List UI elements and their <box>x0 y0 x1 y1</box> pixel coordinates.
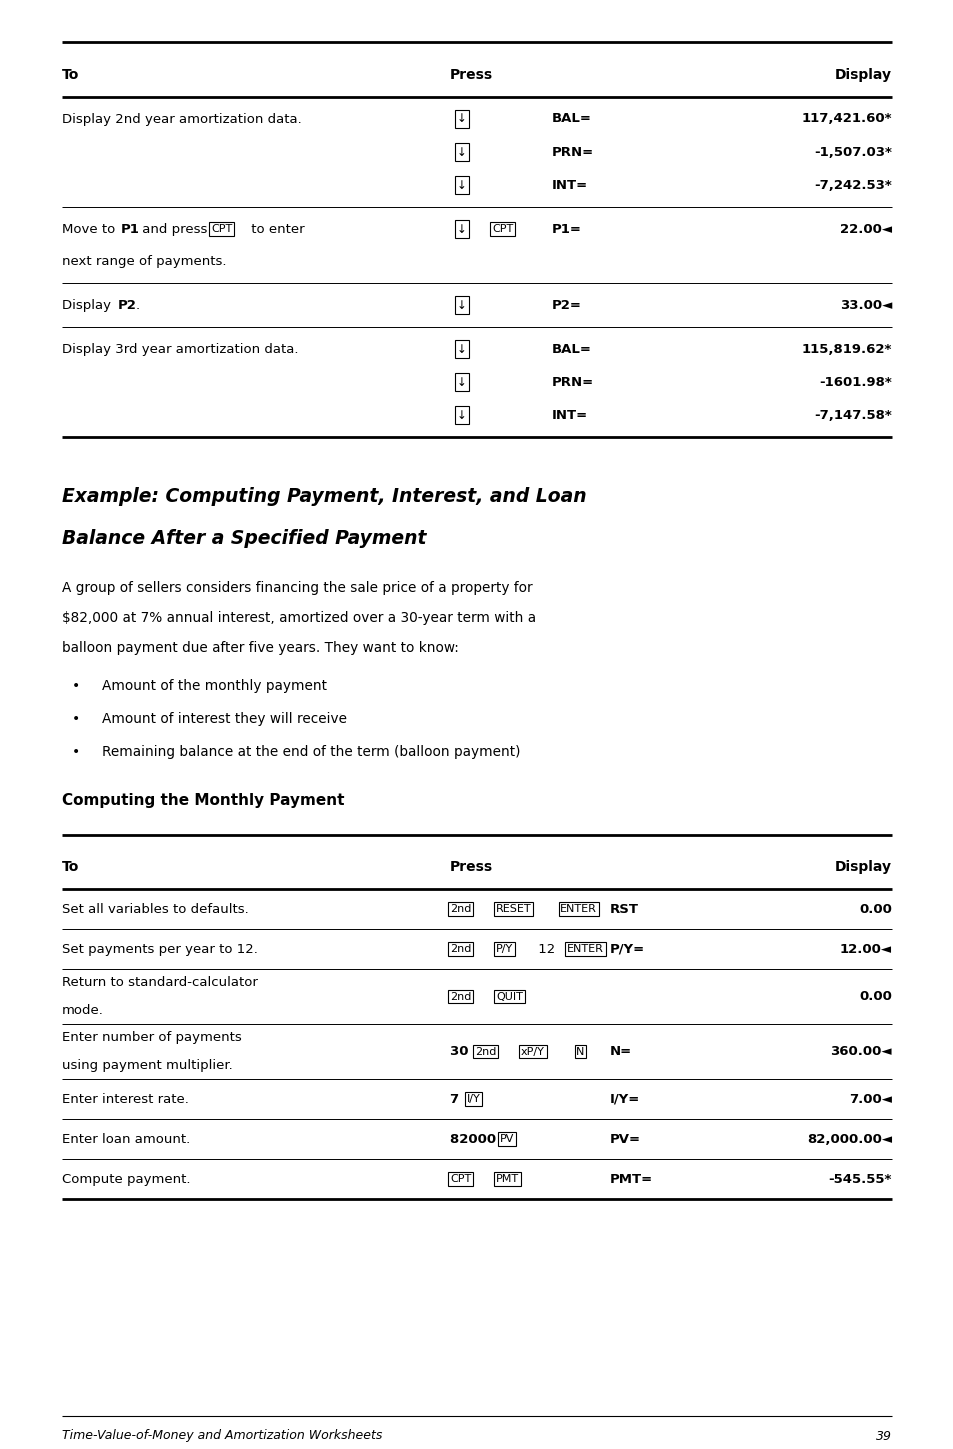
Text: CPT: CPT <box>450 1174 471 1184</box>
Text: using payment multiplier.: using payment multiplier. <box>62 1059 233 1072</box>
Text: INT=: INT= <box>552 409 587 422</box>
Text: next range of payments.: next range of payments. <box>62 255 226 268</box>
Text: PMT: PMT <box>496 1174 518 1184</box>
Text: to enter: to enter <box>246 223 304 236</box>
Text: N: N <box>576 1046 584 1056</box>
Text: 82,000.00◄: 82,000.00◄ <box>806 1133 891 1146</box>
Text: Press: Press <box>450 68 493 83</box>
Text: P/Y=: P/Y= <box>609 942 644 955</box>
Text: ↓: ↓ <box>456 342 466 355</box>
Text: Set all variables to defaults.: Set all variables to defaults. <box>62 903 249 916</box>
Text: -1,507.03*: -1,507.03* <box>813 145 891 158</box>
Text: Amount of interest they will receive: Amount of interest they will receive <box>102 711 347 726</box>
Text: 7: 7 <box>450 1093 463 1106</box>
Text: •: • <box>71 745 80 759</box>
Text: RST: RST <box>609 903 639 916</box>
Text: INT=: INT= <box>552 178 587 191</box>
Text: Enter interest rate.: Enter interest rate. <box>62 1093 189 1106</box>
Text: PRN=: PRN= <box>552 375 594 388</box>
Text: ↓: ↓ <box>456 223 466 236</box>
Text: 7.00◄: 7.00◄ <box>848 1093 891 1106</box>
Text: $82,000 at 7% annual interest, amortized over a 30-year term with a: $82,000 at 7% annual interest, amortized… <box>62 611 536 625</box>
Text: Display: Display <box>62 298 115 312</box>
Text: P1: P1 <box>120 223 139 236</box>
Text: Display: Display <box>834 68 891 83</box>
Text: 360.00◄: 360.00◄ <box>829 1045 891 1058</box>
Text: Return to standard-calculator: Return to standard-calculator <box>62 977 257 990</box>
Text: ↓: ↓ <box>456 375 466 388</box>
Text: -545.55*: -545.55* <box>828 1172 891 1185</box>
Text: 22.00◄: 22.00◄ <box>839 223 891 236</box>
Text: PV=: PV= <box>609 1133 640 1146</box>
Text: ↓: ↓ <box>456 178 466 191</box>
Text: Set payments per year to 12.: Set payments per year to 12. <box>62 942 257 955</box>
Text: ↓: ↓ <box>456 145 466 158</box>
Text: ENTER: ENTER <box>559 904 597 914</box>
Text: Balance After a Specified Payment: Balance After a Specified Payment <box>62 529 426 548</box>
Text: Computing the Monthly Payment: Computing the Monthly Payment <box>62 793 344 809</box>
Text: P1=: P1= <box>552 223 581 236</box>
Text: 0.00: 0.00 <box>859 903 891 916</box>
Text: CPT: CPT <box>492 225 513 233</box>
Text: P2=: P2= <box>552 298 581 312</box>
Text: PV: PV <box>499 1135 514 1145</box>
Text: 2nd: 2nd <box>450 943 471 953</box>
Text: A group of sellers considers financing the sale price of a property for: A group of sellers considers financing t… <box>62 581 532 596</box>
Text: I/Y: I/Y <box>466 1094 480 1104</box>
Text: 30: 30 <box>450 1045 473 1058</box>
Text: CPT: CPT <box>211 225 232 233</box>
Text: Example: Computing Payment, Interest, and Loan: Example: Computing Payment, Interest, an… <box>62 487 586 506</box>
Text: -1601.98*: -1601.98* <box>819 375 891 388</box>
Text: 2nd: 2nd <box>450 991 471 1001</box>
Text: I/Y=: I/Y= <box>609 1093 639 1106</box>
Text: ↓: ↓ <box>456 409 466 422</box>
Text: 82000: 82000 <box>450 1133 500 1146</box>
Text: 39: 39 <box>875 1430 891 1443</box>
Text: ENTER: ENTER <box>566 943 603 953</box>
Text: Display 2nd year amortization data.: Display 2nd year amortization data. <box>62 113 301 126</box>
Text: P2: P2 <box>118 298 136 312</box>
Text: 117,421.60*: 117,421.60* <box>801 113 891 126</box>
Text: 33.00◄: 33.00◄ <box>839 298 891 312</box>
Text: P/Y: P/Y <box>496 943 513 953</box>
Text: QUIT: QUIT <box>496 991 522 1001</box>
Text: .: . <box>135 298 139 312</box>
Text: 12: 12 <box>533 942 558 955</box>
Text: Display 3rd year amortization data.: Display 3rd year amortization data. <box>62 342 298 355</box>
Text: Move to: Move to <box>62 223 119 236</box>
Text: 0.00: 0.00 <box>859 990 891 1003</box>
Text: To: To <box>62 861 79 874</box>
Text: To: To <box>62 68 79 83</box>
Text: Enter number of payments: Enter number of payments <box>62 1032 241 1043</box>
Text: and press: and press <box>138 223 212 236</box>
Text: -7,147.58*: -7,147.58* <box>814 409 891 422</box>
Text: Display: Display <box>834 861 891 874</box>
Text: mode.: mode. <box>62 1004 104 1017</box>
Text: ↓: ↓ <box>456 298 466 312</box>
Text: Compute payment.: Compute payment. <box>62 1172 191 1185</box>
Text: 115,819.62*: 115,819.62* <box>801 342 891 355</box>
Text: Press: Press <box>450 861 493 874</box>
Text: Enter loan amount.: Enter loan amount. <box>62 1133 190 1146</box>
Text: -7,242.53*: -7,242.53* <box>814 178 891 191</box>
Text: Amount of the monthly payment: Amount of the monthly payment <box>102 680 327 693</box>
Text: Remaining balance at the end of the term (balloon payment): Remaining balance at the end of the term… <box>102 745 520 759</box>
Text: BAL=: BAL= <box>552 342 591 355</box>
Text: BAL=: BAL= <box>552 113 591 126</box>
Text: 12.00◄: 12.00◄ <box>839 942 891 955</box>
Text: •: • <box>71 711 80 726</box>
Text: PRN=: PRN= <box>552 145 594 158</box>
Text: PMT=: PMT= <box>609 1172 653 1185</box>
Text: •: • <box>71 680 80 693</box>
Text: xP/Y: xP/Y <box>520 1046 544 1056</box>
Text: Time-Value-of-Money and Amortization Worksheets: Time-Value-of-Money and Amortization Wor… <box>62 1430 382 1443</box>
Text: N=: N= <box>609 1045 632 1058</box>
Text: 2nd: 2nd <box>450 904 471 914</box>
Text: 2nd: 2nd <box>475 1046 496 1056</box>
Text: RESET: RESET <box>496 904 531 914</box>
Text: ↓: ↓ <box>456 113 466 126</box>
Text: balloon payment due after five years. They want to know:: balloon payment due after five years. Th… <box>62 640 458 655</box>
